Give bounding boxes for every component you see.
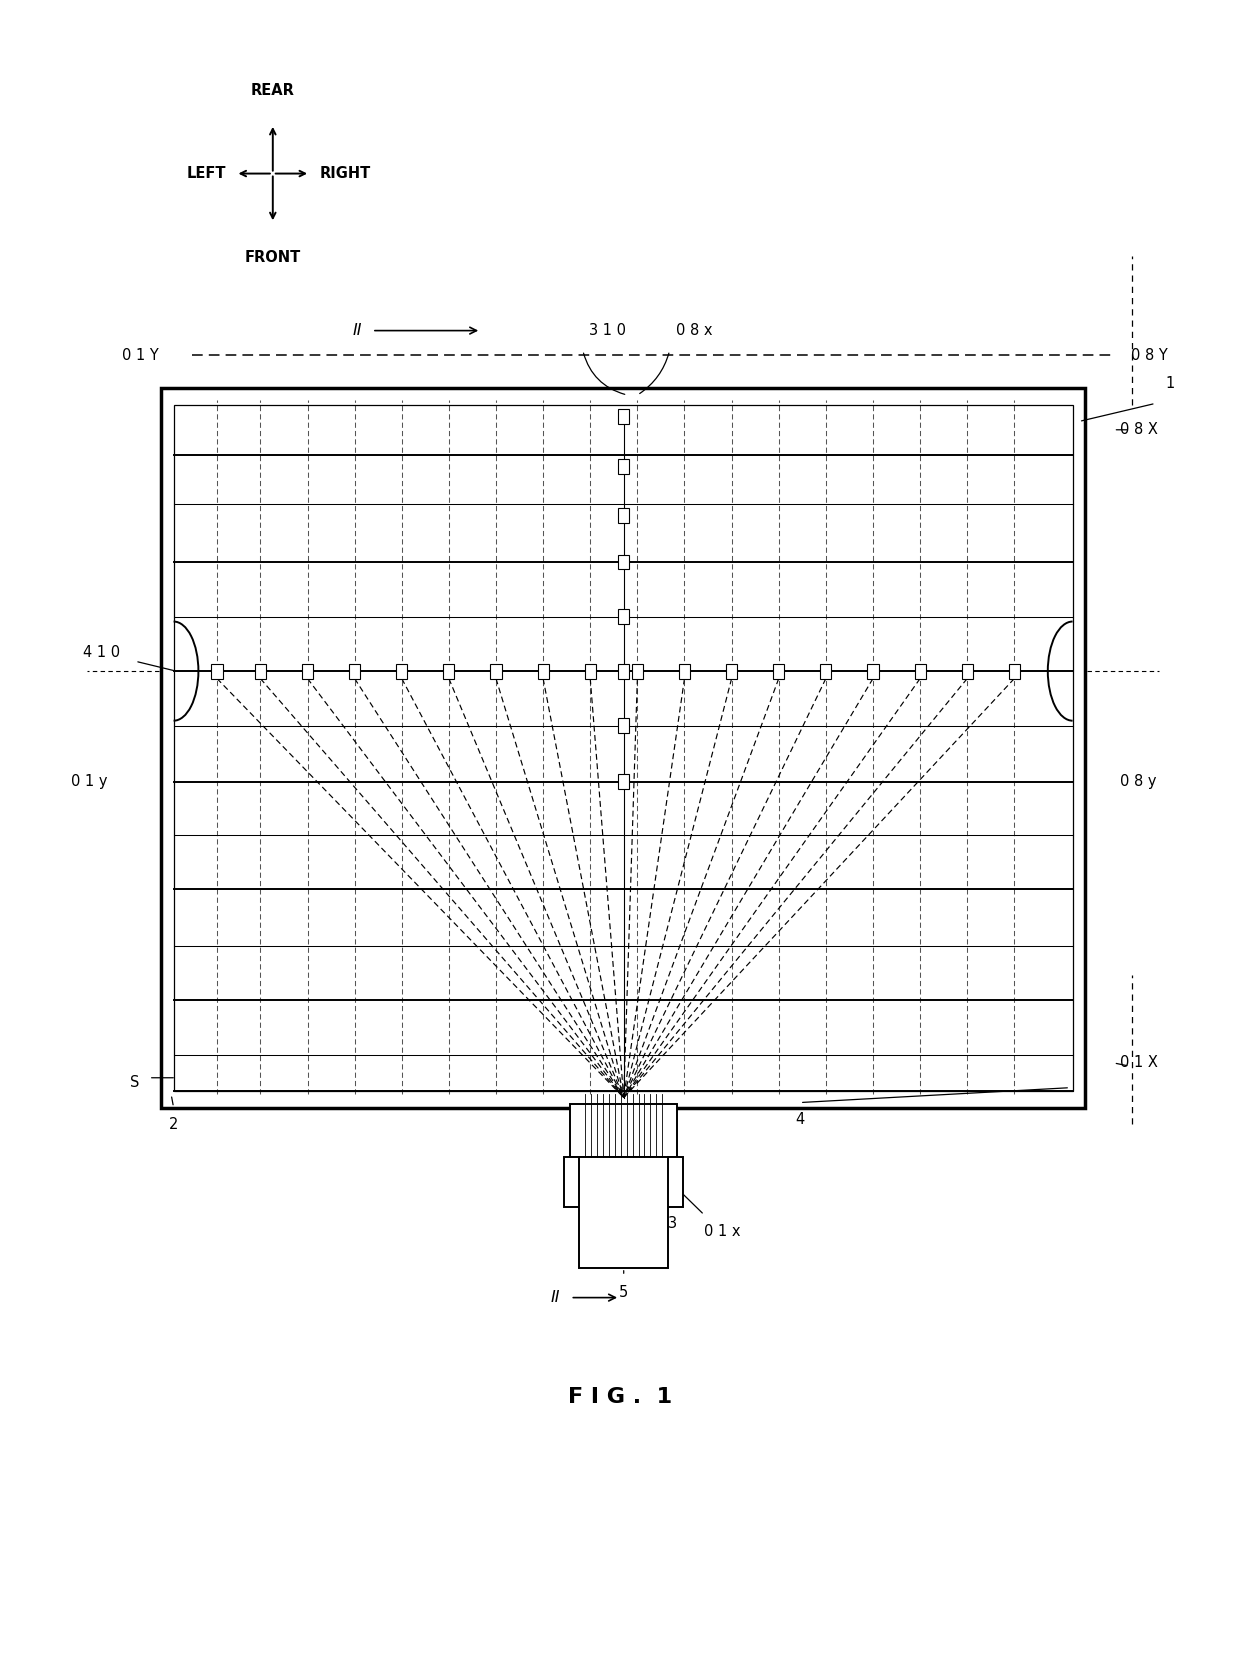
Bar <box>618 663 629 678</box>
Text: 4 1 0: 4 1 0 <box>83 645 120 661</box>
Bar <box>962 663 973 678</box>
Text: 0 8 Y: 0 8 Y <box>1131 347 1168 364</box>
Bar <box>350 663 360 678</box>
Bar <box>303 663 312 678</box>
Text: 0 1 Y: 0 1 Y <box>122 347 159 364</box>
Text: REAR: REAR <box>250 83 295 98</box>
Bar <box>727 663 737 678</box>
Text: 0 8 y: 0 8 y <box>1120 774 1156 790</box>
Bar <box>397 663 407 678</box>
Bar <box>868 663 878 678</box>
Bar <box>821 663 832 678</box>
Text: 3 1 0: 3 1 0 <box>589 322 626 339</box>
Bar <box>618 458 629 473</box>
Text: 1: 1 <box>1166 375 1174 392</box>
Bar <box>579 1157 668 1268</box>
Text: F I G .  1: F I G . 1 <box>568 1387 672 1407</box>
Bar <box>570 1104 677 1157</box>
Text: II: II <box>551 1289 560 1306</box>
Bar <box>618 509 629 522</box>
Bar <box>618 774 629 788</box>
Bar <box>161 388 1085 1108</box>
Bar <box>564 1157 683 1207</box>
Bar <box>680 663 689 678</box>
Bar <box>632 663 644 678</box>
Text: 4: 4 <box>795 1111 805 1127</box>
Text: 0 1 X: 0 1 X <box>1120 1055 1158 1071</box>
Bar <box>538 663 548 678</box>
Bar <box>618 717 629 732</box>
Bar <box>915 663 925 678</box>
Bar <box>1009 663 1019 678</box>
Text: II: II <box>352 322 362 339</box>
Bar <box>618 408 629 423</box>
Bar <box>618 608 629 623</box>
Bar <box>774 663 785 678</box>
Text: 0 8 X: 0 8 X <box>1120 422 1158 438</box>
Text: LEFT: LEFT <box>186 165 226 182</box>
Text: 5: 5 <box>619 1284 629 1301</box>
Text: 3: 3 <box>667 1215 677 1231</box>
Text: 0 8 x: 0 8 x <box>676 322 712 339</box>
Text: 0 1 x: 0 1 x <box>704 1223 740 1240</box>
Text: RIGHT: RIGHT <box>320 165 371 182</box>
Bar <box>491 663 501 678</box>
Bar <box>618 554 629 569</box>
Bar <box>585 663 595 678</box>
Bar <box>255 663 267 678</box>
Bar <box>174 405 1073 1091</box>
Bar <box>211 663 223 678</box>
Text: FRONT: FRONT <box>244 250 301 264</box>
Text: S: S <box>129 1074 139 1091</box>
Text: 2: 2 <box>169 1116 179 1132</box>
Text: 0 1 y: 0 1 y <box>72 774 108 790</box>
Bar <box>444 663 454 678</box>
